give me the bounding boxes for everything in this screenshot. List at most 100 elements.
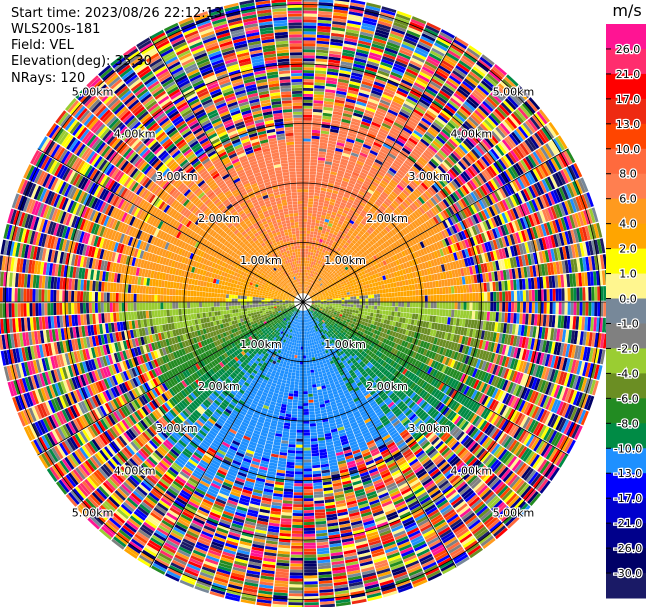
range-gate [374, 310, 377, 314]
range-gate [307, 222, 311, 225]
range-gate [332, 305, 335, 307]
range-gate [303, 159, 310, 162]
range-gate [303, 225, 307, 228]
range-gate [594, 302, 597, 316]
range-gate [550, 289, 553, 301]
range-gate [430, 288, 433, 295]
range-gate [347, 297, 350, 300]
range-gate [353, 305, 356, 308]
range-gate [385, 315, 389, 320]
range-gate [359, 299, 362, 302]
range-gate [303, 177, 309, 180]
range-gate [303, 136, 311, 139]
range-gate [570, 288, 573, 301]
range-gate [335, 296, 338, 298]
range-gate [443, 295, 446, 302]
range-gate [353, 294, 356, 297]
range-gate [303, 109, 312, 112]
range-gate [303, 127, 311, 130]
range-gate [313, 100, 323, 104]
range-gate [308, 213, 312, 216]
range-gate [413, 296, 416, 301]
range-gate [383, 298, 386, 302]
range-gate [339, 304, 342, 306]
range-gate [311, 154, 318, 157]
range-gate [303, 67, 314, 70]
range-gate [330, 303, 333, 305]
range-gate [380, 306, 383, 310]
range-gate [556, 289, 559, 301]
range-gate [306, 249, 309, 252]
range-gate [377, 298, 380, 302]
range-gate [365, 305, 368, 308]
range-gate [392, 297, 395, 301]
range-gate [303, 147, 310, 150]
range-gate [339, 298, 342, 300]
range-gate [303, 37, 316, 40]
range-gate [385, 311, 388, 315]
range-gate [303, 174, 309, 177]
range-gate [312, 127, 321, 130]
range-gate [363, 315, 367, 319]
range-gate [425, 302, 428, 308]
range-gate [303, 103, 313, 106]
range-gate [308, 195, 313, 198]
range-gate [303, 171, 309, 174]
range-gate [535, 290, 538, 301]
range-gate [315, 226, 319, 230]
range-gate [368, 291, 371, 295]
range-gate [564, 288, 567, 301]
range-gate [392, 302, 395, 306]
range-gate [410, 291, 413, 296]
range-gate [469, 284, 473, 292]
range-gate [576, 288, 579, 301]
range-gate [304, 272, 306, 275]
range-gate [424, 289, 427, 295]
range-gate [487, 292, 490, 301]
range-gate [303, 219, 307, 222]
range-gate [355, 313, 358, 316]
range-gate [559, 302, 562, 315]
range-gate [404, 291, 407, 296]
range-gate [336, 304, 339, 306]
range-gate [372, 283, 376, 287]
range-gate [379, 314, 383, 318]
range-gate [309, 192, 314, 195]
range-gate [303, 198, 308, 201]
range-gate [303, 0, 318, 2]
range-gate [303, 210, 307, 213]
range-gate [404, 307, 407, 312]
range-gate [303, 222, 307, 225]
range-gate [316, 178, 322, 182]
range-gate [406, 313, 410, 318]
range-gate [310, 163, 317, 166]
range-gate [309, 246, 312, 249]
range-gate [379, 290, 382, 294]
range-gate [495, 282, 499, 292]
range-gate [427, 309, 430, 315]
range-gate [356, 308, 359, 311]
range-gate [303, 70, 314, 73]
range-gate [588, 287, 591, 301]
range-gate [379, 285, 382, 289]
range-gate [585, 287, 588, 301]
range-gate [368, 309, 371, 313]
range-gate [463, 310, 467, 318]
range-gate [504, 313, 508, 323]
range-gate [487, 302, 490, 311]
range-gate [373, 287, 377, 291]
range-gate [415, 284, 419, 290]
range-gate [383, 293, 386, 297]
range-gate [452, 294, 455, 301]
range-gate [303, 183, 309, 186]
range-gate [338, 294, 341, 296]
range-gate [395, 307, 398, 312]
range-gate [303, 52, 315, 55]
range-gate [410, 302, 413, 307]
range-gate [445, 310, 448, 317]
range-gate [397, 287, 400, 292]
range-gate [321, 303, 324, 304]
range-gate [472, 284, 476, 292]
range-gate [392, 307, 395, 312]
